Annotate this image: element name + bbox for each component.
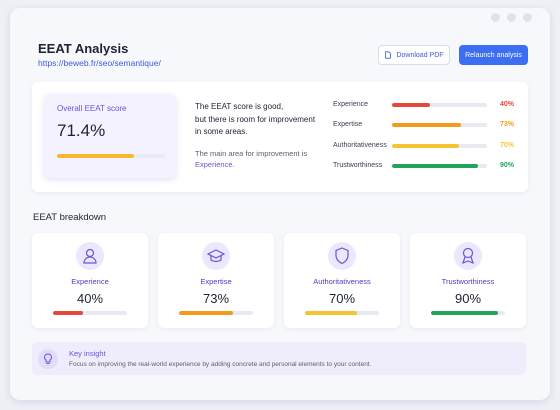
metric-bar [392, 143, 459, 148]
metric-track [431, 311, 505, 315]
score-bar [57, 154, 135, 158]
text-line: but there is room for improvement [195, 114, 316, 124]
window-dot [507, 13, 516, 22]
metric-track [179, 311, 253, 315]
metric-track [392, 103, 487, 107]
window [10, 8, 550, 400]
score-card [44, 94, 176, 178]
metric-percent: 73% [499, 121, 514, 129]
metric-value: 90% [454, 291, 482, 306]
metric-name: Trustworthiness [441, 277, 495, 286]
metric-bar [392, 123, 462, 128]
page-title: EEAT Analysis [38, 41, 129, 56]
metric-value: 73% [202, 291, 230, 306]
text-line: The EEAT score is good, [195, 102, 284, 111]
metric-percent: 70% [499, 141, 514, 149]
metric-icon [454, 242, 482, 270]
metric-track [53, 311, 127, 315]
metric-bar [53, 311, 83, 315]
metric-icon [328, 242, 356, 270]
score-value: 71.4% [57, 121, 106, 140]
metric-label: Expertise [333, 121, 363, 129]
relaunch-button[interactable]: Relaunch analysis [459, 45, 528, 65]
metric-value: 70% [328, 291, 356, 306]
pdf-icon [385, 51, 392, 59]
insight-text: Focus on improving the real-world experi… [69, 361, 372, 368]
focus-item: Experience. [195, 160, 235, 169]
metric-value: 40% [76, 291, 104, 306]
button-label: Download PDF [396, 51, 444, 59]
metric-name: Experience [71, 277, 109, 286]
metric-label: Trustworthiness [333, 161, 383, 169]
download-button[interactable]: Download PDF [378, 45, 450, 65]
metric-label: Authoritativeness [333, 141, 387, 149]
window-dot [523, 13, 532, 22]
window-dot [491, 13, 500, 22]
text-line: The main area for improvement is [195, 149, 308, 158]
metric-track [392, 143, 487, 148]
metric-percent: 40% [499, 101, 514, 108]
metric-percent: 90% [499, 161, 514, 169]
metric-name: Expertise [200, 277, 232, 286]
metric-bar [179, 311, 234, 315]
metric-bar [392, 163, 478, 168]
metric-name: Authoritativeness [313, 277, 371, 286]
metric-icon [76, 242, 104, 270]
section-title: EEAT breakdown [33, 212, 107, 223]
score-label: Overall EEAT score [57, 104, 127, 113]
focus-text: The main area for improvement is Experie… [195, 148, 307, 170]
metric-track [305, 311, 379, 315]
page-url[interactable]: https://beweb.fr/seo/semantique/ [38, 58, 161, 68]
insight-title: Key insight [69, 349, 106, 358]
insight-box [32, 342, 526, 375]
metric-bar [305, 311, 357, 315]
button-label: Relaunch analysis [465, 51, 522, 59]
text-line: in some areas. [195, 127, 248, 136]
insight-icon [38, 349, 58, 369]
metric-label: Experience [333, 101, 369, 108]
metric-track [392, 163, 487, 168]
score-track [57, 154, 165, 158]
metric-track [392, 123, 487, 128]
summary-text: The EEAT score is good, but there is roo… [195, 101, 315, 139]
metric-bar [392, 103, 430, 107]
metric-bar [431, 311, 498, 315]
metric-icon [202, 242, 230, 270]
